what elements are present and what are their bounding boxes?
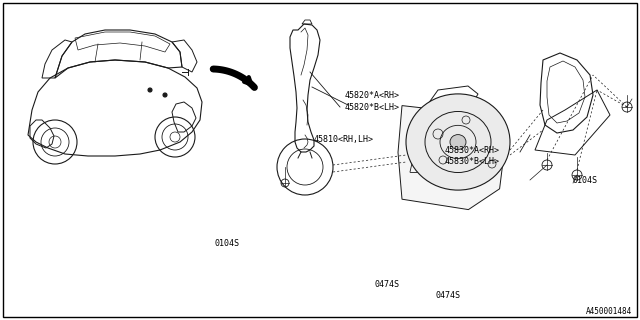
Text: 45830*A<RH>: 45830*A<RH> <box>445 146 500 155</box>
Text: 45820*A<RH>: 45820*A<RH> <box>344 92 399 100</box>
Text: 0474S: 0474S <box>435 292 461 300</box>
Text: 45820*B<LH>: 45820*B<LH> <box>344 103 399 112</box>
Ellipse shape <box>406 94 510 190</box>
Text: 0474S: 0474S <box>374 280 400 289</box>
Text: 45830*B<LH>: 45830*B<LH> <box>445 157 500 166</box>
Text: 0104S: 0104S <box>214 239 240 248</box>
Circle shape <box>148 88 152 92</box>
Text: 0104S: 0104S <box>573 176 598 185</box>
Text: A450001484: A450001484 <box>586 308 632 316</box>
Ellipse shape <box>450 135 466 149</box>
Text: 45810<RH,LH>: 45810<RH,LH> <box>314 135 374 144</box>
Circle shape <box>163 93 167 97</box>
Polygon shape <box>398 106 505 210</box>
